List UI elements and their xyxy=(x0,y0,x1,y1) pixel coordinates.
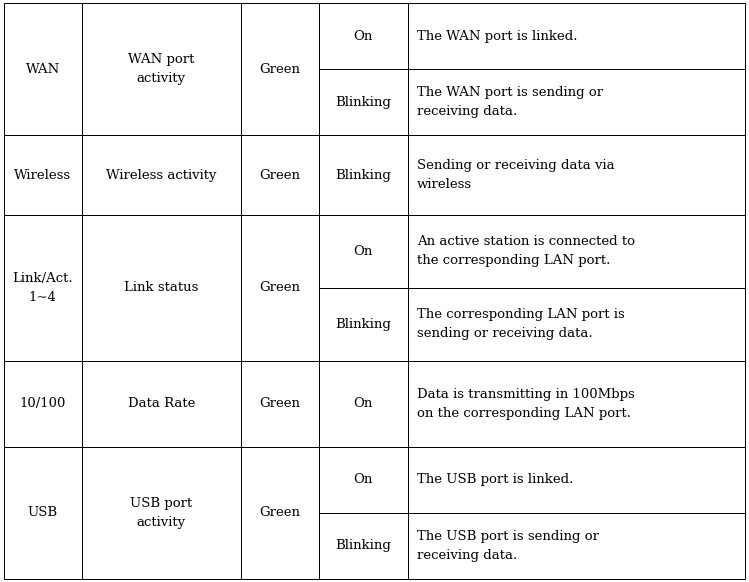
Text: The corresponding LAN port is
sending or receiving data.: The corresponding LAN port is sending or… xyxy=(417,308,625,340)
Bar xyxy=(408,513,745,579)
Bar xyxy=(408,288,745,360)
Bar xyxy=(4,215,82,360)
Bar xyxy=(408,136,745,215)
Text: WAN port
activity: WAN port activity xyxy=(128,53,195,85)
Bar xyxy=(82,360,241,446)
Bar xyxy=(4,3,82,136)
Bar xyxy=(408,69,745,136)
Bar xyxy=(241,3,319,136)
Text: Green: Green xyxy=(259,281,300,294)
Text: 10/100: 10/100 xyxy=(19,397,66,410)
Text: USB: USB xyxy=(28,506,58,519)
Bar xyxy=(319,215,408,288)
Text: The WAN port is linked.: The WAN port is linked. xyxy=(417,30,577,42)
Text: The WAN port is sending or
receiving data.: The WAN port is sending or receiving dat… xyxy=(417,86,603,118)
Text: The USB port is sending or
receiving data.: The USB port is sending or receiving dat… xyxy=(417,530,599,562)
Bar xyxy=(408,446,745,513)
Text: Blinking: Blinking xyxy=(336,318,391,331)
Bar xyxy=(319,513,408,579)
Text: Sending or receiving data via
wireless: Sending or receiving data via wireless xyxy=(417,159,614,191)
Text: USB port
activity: USB port activity xyxy=(130,497,192,529)
Bar xyxy=(4,446,82,579)
Bar xyxy=(408,215,745,288)
Bar xyxy=(319,3,408,69)
Text: Data Rate: Data Rate xyxy=(127,397,195,410)
Text: Wireless: Wireless xyxy=(14,169,71,182)
Text: Link/Act.
1~4: Link/Act. 1~4 xyxy=(13,272,73,304)
Text: On: On xyxy=(354,397,373,410)
Bar xyxy=(241,446,319,579)
Bar xyxy=(319,446,408,513)
Text: The USB port is linked.: The USB port is linked. xyxy=(417,473,573,486)
Text: Green: Green xyxy=(259,506,300,519)
Text: Data is transmitting in 100Mbps
on the corresponding LAN port.: Data is transmitting in 100Mbps on the c… xyxy=(417,388,634,420)
Text: Wireless activity: Wireless activity xyxy=(106,169,216,182)
Bar xyxy=(241,360,319,446)
Bar xyxy=(319,69,408,136)
Text: On: On xyxy=(354,30,373,42)
Text: Green: Green xyxy=(259,169,300,182)
Bar xyxy=(82,446,241,579)
Bar xyxy=(241,215,319,360)
Text: WAN: WAN xyxy=(25,63,60,76)
Bar xyxy=(82,215,241,360)
Text: On: On xyxy=(354,473,373,486)
Bar xyxy=(4,360,82,446)
Text: Link status: Link status xyxy=(124,281,198,294)
Text: Green: Green xyxy=(259,63,300,76)
Bar xyxy=(319,136,408,215)
Text: Green: Green xyxy=(259,397,300,410)
Text: Blinking: Blinking xyxy=(336,540,391,552)
Text: An active station is connected to
the corresponding LAN port.: An active station is connected to the co… xyxy=(417,235,635,267)
Bar xyxy=(4,136,82,215)
Bar xyxy=(82,136,241,215)
Bar xyxy=(82,3,241,136)
Bar xyxy=(319,360,408,446)
Bar xyxy=(241,136,319,215)
Bar xyxy=(319,288,408,360)
Text: Blinking: Blinking xyxy=(336,96,391,109)
Text: Blinking: Blinking xyxy=(336,169,391,182)
Bar xyxy=(408,3,745,69)
Text: On: On xyxy=(354,245,373,258)
Bar xyxy=(408,360,745,446)
